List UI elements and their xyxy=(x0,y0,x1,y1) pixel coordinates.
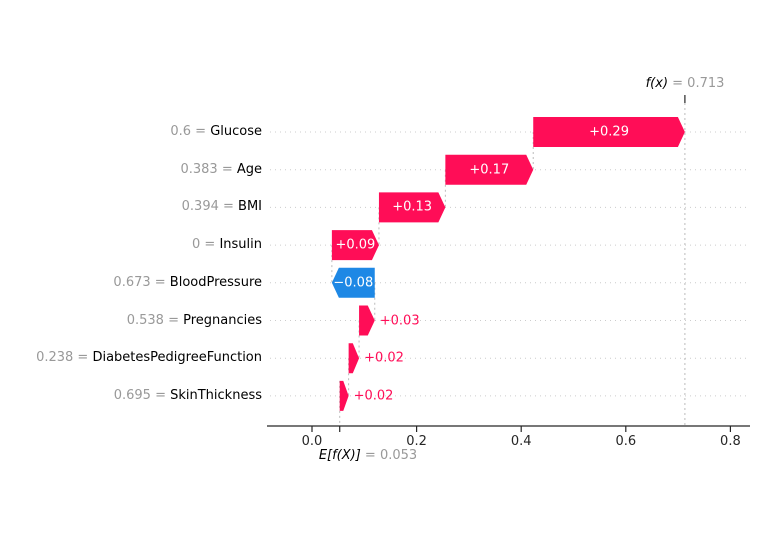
bar-value-label-Insulin: +0.09 xyxy=(335,237,376,253)
bar-value-label-Age: +0.17 xyxy=(469,162,510,178)
feature-name-text: Age xyxy=(236,161,262,177)
bar-value-label-BMI: +0.13 xyxy=(392,199,433,215)
feature-name-text: BloodPressure xyxy=(169,274,262,290)
waterfall-bar-Glucose xyxy=(533,117,685,147)
waterfall-bar-DiabetesPedigreeFunction xyxy=(348,343,360,374)
fx-annotation-label: f(x) xyxy=(645,76,669,91)
x-tick-label-0.0: 0.0 xyxy=(301,434,323,449)
expected-value-label: E[f(X)] xyxy=(318,448,361,463)
feature-value-text: 0.6 = xyxy=(170,124,211,139)
feature-name-text: Insulin xyxy=(219,237,262,253)
x-tick-label-0.2: 0.2 xyxy=(406,434,427,449)
row-label-Insulin: 0 = Insulin xyxy=(192,236,262,254)
row-label-Age: 0.383 = Age xyxy=(180,161,262,179)
expected-value-annotation: E[f(X)] = 0.053 xyxy=(319,448,417,463)
waterfall-bar-Insulin xyxy=(331,230,379,261)
fx-annotation: f(x) = 0.713 xyxy=(646,76,725,91)
feature-value-text: 0.238 = xyxy=(36,350,93,366)
x-tick-label-0.4: 0.4 xyxy=(510,434,532,449)
feature-value-text: 0.383 = xyxy=(180,161,237,177)
bar-value-label-SkinThickness: +0.02 xyxy=(353,388,394,404)
feature-value-text: 0.538 = xyxy=(126,312,184,328)
x-tick-label-0.6: 0.6 xyxy=(615,434,637,449)
row-label-Pregnancies: 0.538 = Pregnancies xyxy=(127,312,262,330)
feature-value-text: 0.695 = xyxy=(113,387,171,403)
expected-value-value: = 0.053 xyxy=(360,448,418,463)
feature-value-text: 0.394 = xyxy=(181,199,239,215)
feature-name-text: DiabetesPedigreeFunction xyxy=(92,350,262,366)
feature-value-text: 0 = xyxy=(192,237,220,253)
bar-value-label-BloodPressure: −0.08 xyxy=(333,275,374,291)
bar-value-label-DiabetesPedigreeFunction: +0.02 xyxy=(364,350,404,366)
feature-value-text: 0.673 = xyxy=(113,274,170,290)
bar-value-label-Glucose: +0.29 xyxy=(589,124,629,140)
waterfall-bar-Age xyxy=(445,154,534,185)
feature-name-text: Pregnancies xyxy=(183,312,262,328)
feature-name-text: SkinThickness xyxy=(170,387,262,403)
bar-value-label-Pregnancies: +0.03 xyxy=(379,313,420,328)
fx-annotation-value: = 0.713 xyxy=(668,76,725,91)
row-label-DiabetesPedigreeFunction: 0.238 = DiabetesPedigreeFunction xyxy=(36,349,262,367)
row-label-Glucose: 0.6 = Glucose xyxy=(170,123,262,141)
waterfall-bar-BloodPressure xyxy=(331,267,375,298)
x-tick-label-0.8: 0.8 xyxy=(720,434,741,449)
waterfall-bar-SkinThickness xyxy=(339,380,349,411)
row-label-BloodPressure: 0.673 = BloodPressure xyxy=(113,274,262,292)
feature-name-text: Glucose xyxy=(210,124,262,139)
row-label-SkinThickness: 0.695 = SkinThickness xyxy=(114,387,262,405)
row-label-BMI: 0.394 = BMI xyxy=(182,198,262,216)
waterfall-bar-Pregnancies xyxy=(359,305,375,336)
feature-name-text: BMI xyxy=(238,199,262,215)
waterfall-bar-BMI xyxy=(378,192,446,223)
